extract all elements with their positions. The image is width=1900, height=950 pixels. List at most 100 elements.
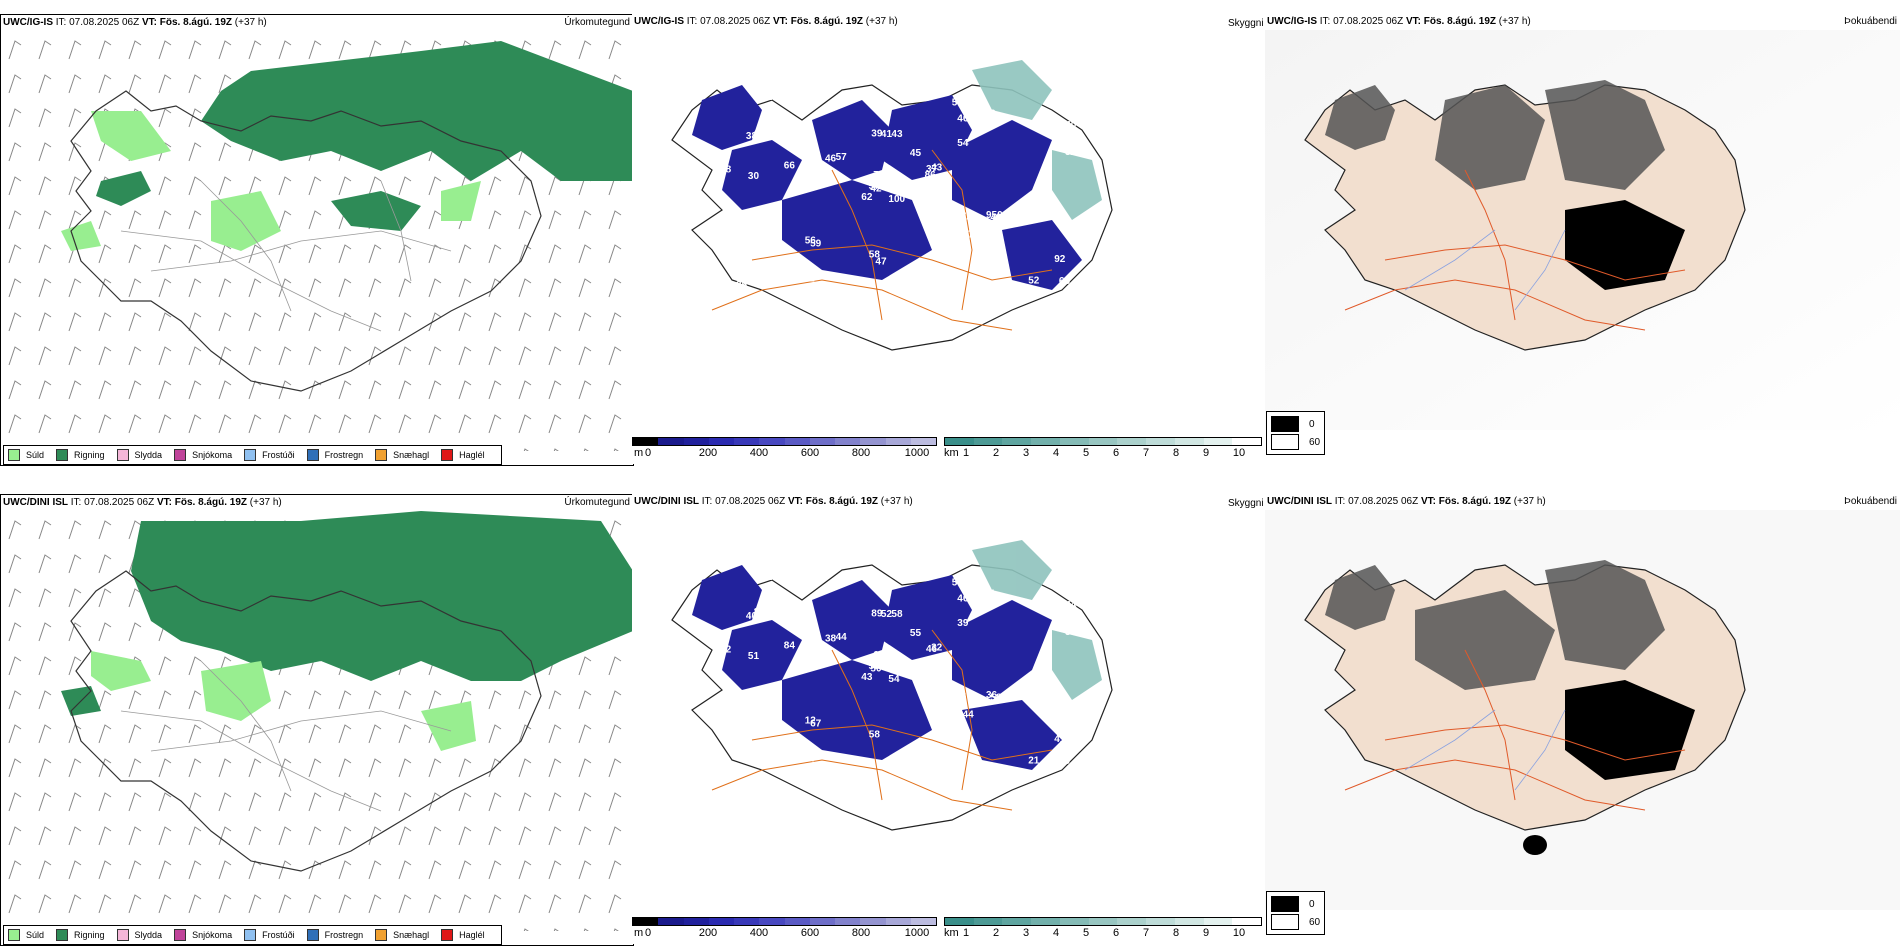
legend-swatch-frostregn xyxy=(306,449,319,461)
visibility-label: 71 xyxy=(803,273,815,284)
colorbar-unit: m xyxy=(634,927,644,939)
skyggni-title-row2: Skyggni xyxy=(1228,498,1264,509)
visibility-label: 77 xyxy=(963,229,975,240)
colorbar-km-swatches xyxy=(944,917,1262,926)
visibility-label: 57 xyxy=(952,577,964,588)
tick-label: 200 xyxy=(698,927,718,939)
legend-swatch-haglel xyxy=(441,449,454,461)
panel-header: UWC/DINI ISL IT: 07.08.2025 06Z VT: Fös.… xyxy=(3,497,282,508)
visibility-label: 43 xyxy=(861,672,873,683)
visibility-label: 47 xyxy=(875,257,887,268)
colorbar-m-row2: m 0 200 400 600 800 1000 xyxy=(632,917,937,940)
tick-label: 7 xyxy=(1142,447,1150,459)
visibility-label: 54 xyxy=(957,138,969,149)
visibility-label: 67 xyxy=(961,691,973,702)
legend-label: Slydda xyxy=(134,930,163,940)
visibility-label: 65 xyxy=(793,739,805,750)
visibility-label: 42 xyxy=(925,176,937,187)
visibility-label: 44 xyxy=(1065,600,1077,611)
tick-label: 600 xyxy=(800,927,820,939)
visibility-label: 42 xyxy=(870,183,882,194)
visibility-label: 39 xyxy=(1059,756,1071,767)
colorbar-km-row1: km 1 2 3 4 5 6 7 8 9 10 xyxy=(944,437,1262,460)
visibility-label: 32 xyxy=(931,642,943,653)
visibility-label: 46 xyxy=(957,594,969,605)
tick-label: 8 xyxy=(1172,447,1180,459)
cloud-panel-row1: UWC/IG-IS IT: 07.08.2025 06Z VT: Fös. 8.… xyxy=(1265,14,1900,434)
tick-label: 5 xyxy=(1082,927,1090,939)
sky-legend-row1: 0 60 xyxy=(1266,411,1326,455)
visibility-label: 44 xyxy=(963,709,975,720)
legend-label: Súld xyxy=(26,930,45,940)
visibility-label: 55 xyxy=(1065,627,1077,638)
visibility-label: 42 xyxy=(913,567,925,578)
visibility-label: 46 xyxy=(957,114,969,125)
tick-label: 2 xyxy=(992,447,1000,459)
visibility-label: 88 xyxy=(754,607,766,618)
visibility-label: 35 xyxy=(736,280,748,291)
legend-swatch-snjokoma xyxy=(174,929,187,941)
panel-header: UWC/IG-IS IT: 07.08.2025 06Z VT: Fös. 8.… xyxy=(634,16,898,27)
tick-label: 2 xyxy=(992,927,1000,939)
tick-label: 6 xyxy=(1112,927,1120,939)
panel-header: UWC/DINI ISL IT: 07.08.2025 06Z VT: Fös.… xyxy=(1267,496,1546,507)
visibility-label: 86 xyxy=(925,170,937,181)
tick-label: 0 xyxy=(644,927,652,939)
visibility-panel-row1: UWC/IG-IS IT: 07.08.2025 06Z VT: Fös. 8.… xyxy=(632,14,1268,464)
visibility-label: 41 xyxy=(881,129,893,140)
visibility-label: 62 xyxy=(861,192,873,203)
legend-swatch-rigning xyxy=(56,929,69,941)
tick-label: 4 xyxy=(1052,927,1060,939)
visibility-panel-row2: UWC/DINI ISL IT: 07.08.2025 06Z VT: Fös.… xyxy=(632,494,1268,944)
tick-label: 8 xyxy=(1172,927,1180,939)
visibility-labels-row2: 54 40 50 51 46 67 57 58 46 42 70 39 51 44 43 39 47 89 55 48… xyxy=(705,567,1077,770)
visibility-label: 62 xyxy=(873,650,885,661)
visibility-label: 45 xyxy=(910,148,922,159)
visibility-label: 40 xyxy=(746,611,758,622)
visibility-label: 54 xyxy=(888,674,900,685)
visibility-label: 41 xyxy=(1054,734,1066,745)
legend-swatch-frostudi xyxy=(244,929,257,941)
visibility-label: 51 xyxy=(748,651,760,662)
visibility-label: 48 xyxy=(760,717,772,728)
legend-label: Snæhagl xyxy=(393,930,430,940)
visibility-label: 43 xyxy=(931,162,943,173)
cloud-title: Þokuábendi xyxy=(1844,16,1897,27)
legend-label: Slydda xyxy=(134,450,163,460)
visibility-label: 30 xyxy=(748,171,760,182)
tick-label: 5 xyxy=(1082,447,1090,459)
visibility-label: 103 xyxy=(705,154,722,165)
visibility-label: 42 xyxy=(915,660,927,671)
legend-label: Rigning xyxy=(74,930,105,940)
legend-label: Haglél xyxy=(459,930,485,940)
skyggni-title-row1: Skyggni xyxy=(1228,18,1264,29)
tick-label: 3 xyxy=(1022,927,1030,939)
visibility-label: 58 xyxy=(990,693,1002,704)
visibility-label: 40 xyxy=(732,747,744,758)
visibility-label: 51 xyxy=(732,738,744,749)
visibility-label: 56 xyxy=(805,235,817,246)
sky-legend-label: 60 xyxy=(1309,436,1321,448)
legend-label: Rigning xyxy=(74,450,105,460)
precip-panel-row2: UWC/DINI ISL IT: 07.08.2025 06Z VT: Fös.… xyxy=(0,494,634,946)
visibility-label: 72 xyxy=(961,211,973,222)
colorbar-unit: m xyxy=(634,447,644,459)
visibility-label: 43 xyxy=(891,129,903,140)
sky-swatch-black xyxy=(1271,416,1299,432)
visibility-label: 42 xyxy=(913,87,925,98)
tick-label: 800 xyxy=(851,447,871,459)
visibility-label: 55 xyxy=(910,628,922,639)
visibility-map: 54 40 50 51 46 67 57 58 46 42 70 39 51 44 43 39 47 89 55 48… xyxy=(671,540,1113,831)
visibility-label: 46 xyxy=(873,100,885,111)
visibility-label: 39 xyxy=(871,129,883,140)
panel-header: UWC/DINI ISL IT: 07.08.2025 06Z VT: Fös.… xyxy=(634,496,913,507)
legend-label: Snjókoma xyxy=(192,930,233,940)
visibility-label: 69 xyxy=(802,129,814,140)
visibility-label: 43 xyxy=(984,108,996,119)
legend-label: Frostúði xyxy=(262,450,295,460)
precip-title: Úrkomutegund xyxy=(564,497,630,508)
sky-swatch-white xyxy=(1271,434,1299,450)
legend-label: Frostúði xyxy=(262,930,295,940)
visibility-label: 46 xyxy=(767,279,779,290)
precip-map xyxy=(8,40,633,451)
